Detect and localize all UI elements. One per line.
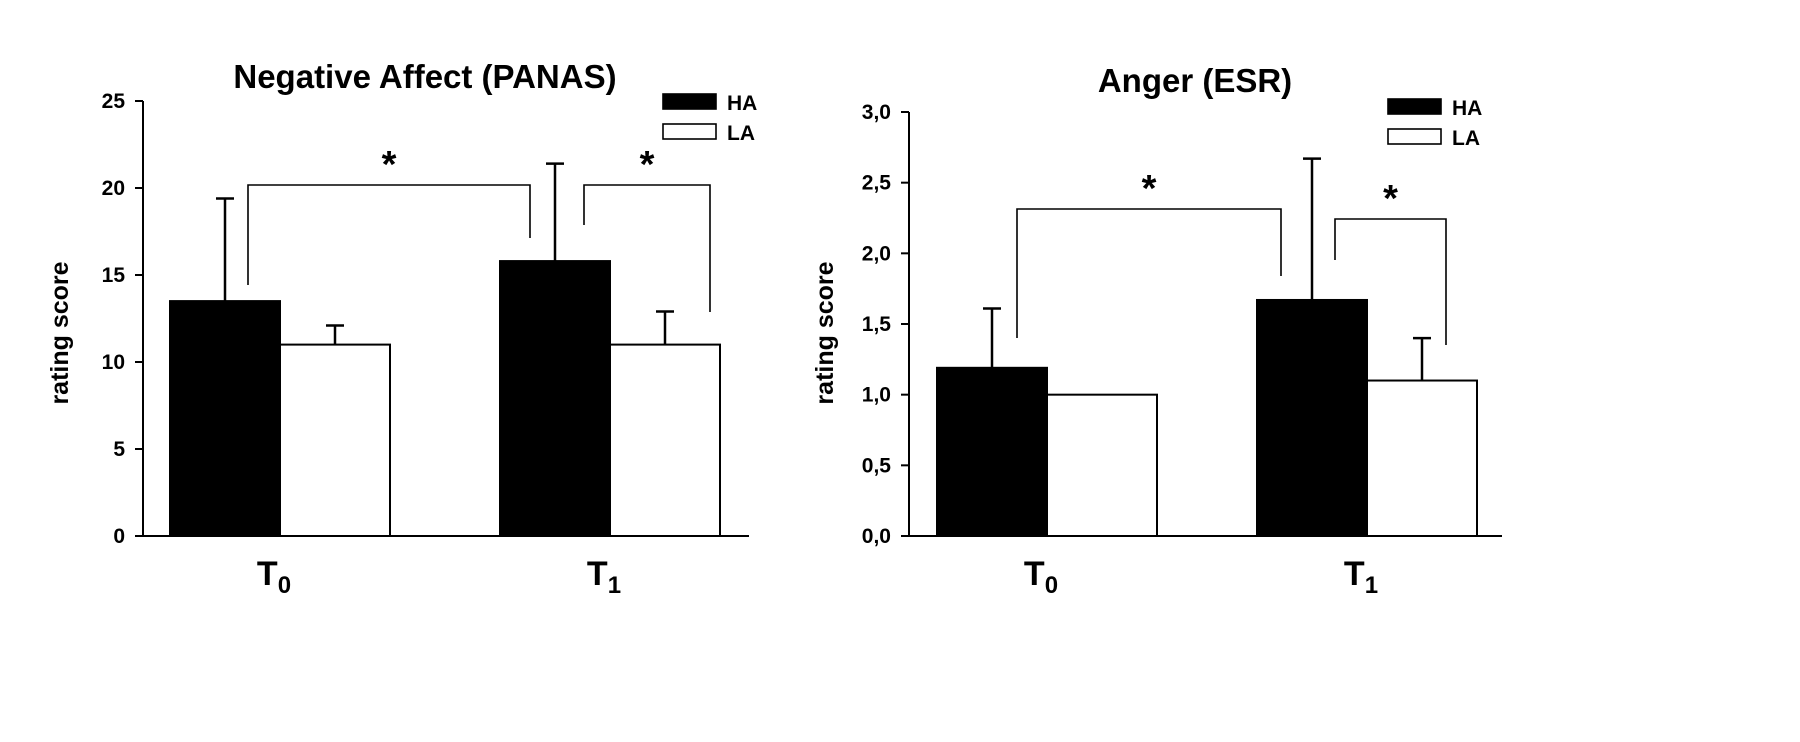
bars: T0 T1: [169, 162, 721, 599]
y-tick-label: 15: [102, 264, 126, 287]
y-axis-label: rating score: [46, 261, 74, 404]
legend-label-ha: HA: [727, 92, 757, 115]
y-tick-label: 1,5: [862, 313, 892, 336]
significance-brackets: * *: [1016, 168, 1447, 345]
axes: 0,0 0,5 1,0 1,5 2,0 2,5 3,0: [862, 101, 1502, 548]
legend-label-la: LA: [1452, 127, 1480, 150]
legend-label-ha: HA: [1452, 97, 1482, 120]
legend: HA LA: [1387, 97, 1482, 150]
legend-swatch-la: [662, 123, 717, 140]
panel-anger: Anger (ESR) rating score 0,0 0,5 1,0 1,5 2,0…: [811, 62, 1502, 599]
significance-star: *: [640, 144, 655, 186]
bars: T0 T1: [936, 157, 1478, 599]
y-tick-label: 20: [102, 177, 125, 200]
significance-bracket: [1016, 208, 1282, 338]
x-tick-main: T: [587, 555, 608, 593]
bar-ha-1: [499, 260, 611, 537]
bar-la-0: [1046, 393, 1158, 537]
chart-title: Anger (ESR): [1098, 62, 1292, 99]
chart-title: Negative Affect (PANAS): [233, 58, 616, 95]
y-tick-label: 2,0: [862, 242, 891, 265]
bar-la-0: [279, 343, 391, 537]
x-tick-label: T1: [587, 555, 621, 599]
x-tick-sub: 1: [608, 572, 621, 599]
y-tick-label: 3,0: [862, 101, 891, 124]
y-tick-label: 0,0: [862, 525, 891, 548]
significance-bracket: [583, 184, 711, 312]
x-tick-label: T0: [1024, 555, 1058, 599]
legend-swatch-ha: [1387, 98, 1442, 115]
x-tick-sub: 1: [1365, 572, 1378, 599]
y-axis-label: rating score: [811, 261, 839, 404]
bar-la-1: [1366, 379, 1478, 537]
x-tick-sub: 0: [1045, 572, 1058, 599]
significance-star: *: [1383, 178, 1398, 220]
bar-ha-0: [169, 300, 281, 537]
legend: HA LA: [662, 92, 757, 145]
y-tick-label: 5: [113, 438, 125, 461]
significance-star: *: [1142, 168, 1157, 210]
y-tick-label: 0,5: [862, 454, 892, 477]
significance-star: *: [382, 144, 397, 186]
bar-ha-0: [936, 366, 1048, 537]
bar-ha-1: [1256, 298, 1368, 537]
legend-label-la: LA: [727, 122, 755, 145]
y-tick-label: 10: [102, 351, 125, 374]
y-tick-label: 2,5: [862, 172, 892, 195]
panel-negative-affect: Negative Affect (PANAS) rating score 0 5 1…: [46, 58, 757, 599]
x-tick-label: T1: [1344, 555, 1378, 599]
legend-swatch-la: [1387, 128, 1442, 145]
y-tick-label: 25: [102, 90, 126, 113]
x-tick-label: T0: [257, 555, 291, 599]
significance-bracket: [1334, 218, 1447, 345]
significance-bracket: [247, 184, 531, 285]
x-tick-main: T: [1024, 555, 1045, 593]
x-tick-main: T: [257, 555, 278, 593]
legend-swatch-ha: [662, 93, 717, 110]
x-tick-main: T: [1344, 555, 1365, 593]
significance-brackets: * *: [247, 144, 711, 312]
x-tick-sub: 0: [278, 572, 291, 599]
bar-la-1: [609, 343, 721, 537]
y-tick-label: 1,0: [862, 384, 891, 407]
y-tick-label: 0: [113, 525, 125, 548]
